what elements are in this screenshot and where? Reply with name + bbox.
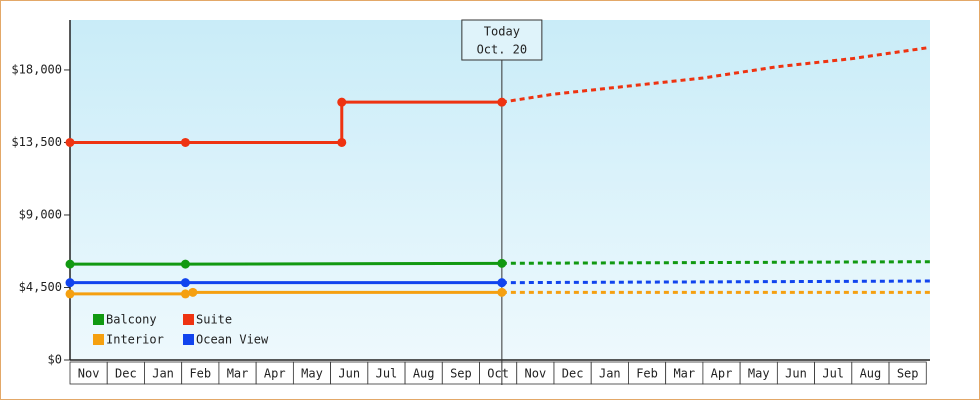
y-tick-label: $4,500 — [19, 280, 62, 294]
x-tick-label: Mar — [673, 367, 695, 381]
x-tick-label: Jan — [599, 367, 621, 381]
y-tick-label: $18,000 — [11, 62, 62, 76]
point — [65, 278, 75, 288]
x-tick-label: Aug — [860, 367, 882, 381]
series-line — [70, 290, 502, 296]
point — [188, 287, 198, 297]
x-tick-label: Sep — [897, 367, 919, 381]
point — [180, 137, 190, 147]
x-tick-label: Oct — [487, 367, 509, 381]
point — [180, 289, 190, 299]
legend-swatch — [183, 334, 194, 345]
point — [65, 137, 75, 147]
x-tick-label: Jun — [338, 367, 360, 381]
x-tick-label: Jun — [785, 367, 807, 381]
forecast-line — [501, 45, 931, 104]
x-tick-label: Feb — [189, 367, 211, 381]
point — [337, 97, 347, 107]
point — [180, 278, 190, 288]
point — [497, 258, 507, 268]
month-box — [888, 361, 927, 385]
legend-swatch — [93, 334, 104, 345]
series-line — [70, 261, 502, 266]
y-tick-label: $9,000 — [19, 207, 62, 221]
point — [497, 287, 507, 297]
plot-area — [70, 20, 930, 360]
x-tick-label: May — [301, 367, 323, 381]
legend-label: Balcony — [106, 313, 157, 327]
legend-swatch — [93, 314, 104, 325]
y-tick-label: $0 — [48, 353, 62, 367]
x-tick-label: Sep — [450, 367, 472, 381]
point — [65, 259, 75, 269]
point — [65, 289, 75, 299]
x-tick-label: Apr — [264, 367, 286, 381]
legend-label: Interior — [106, 333, 164, 347]
point — [337, 137, 347, 147]
x-tick-label: Dec — [115, 367, 137, 381]
legend-swatch — [183, 314, 194, 325]
x-tick-label: Nov — [78, 367, 100, 381]
x-tick-label: Mar — [227, 367, 249, 381]
today-label: Oct. 20 — [477, 43, 528, 57]
y-tick-label: $13,500 — [11, 135, 62, 149]
x-tick-label: Dec — [562, 367, 584, 381]
x-tick-label: Apr — [711, 367, 733, 381]
x-tick-label: Aug — [413, 367, 435, 381]
today-box — [461, 19, 543, 61]
x-tick-label: Feb — [636, 367, 658, 381]
x-tick-label: Jul — [376, 367, 398, 381]
x-tick-label: May — [748, 367, 770, 381]
today-label: Today — [484, 25, 520, 39]
point — [497, 97, 507, 107]
x-tick-label: Nov — [525, 367, 547, 381]
legend-label: Ocean View — [196, 333, 269, 347]
x-tick-label: Jan — [152, 367, 174, 381]
legend-label: Suite — [196, 313, 232, 327]
point — [180, 259, 190, 269]
point — [497, 278, 507, 288]
x-tick-label: Jul — [822, 367, 844, 381]
